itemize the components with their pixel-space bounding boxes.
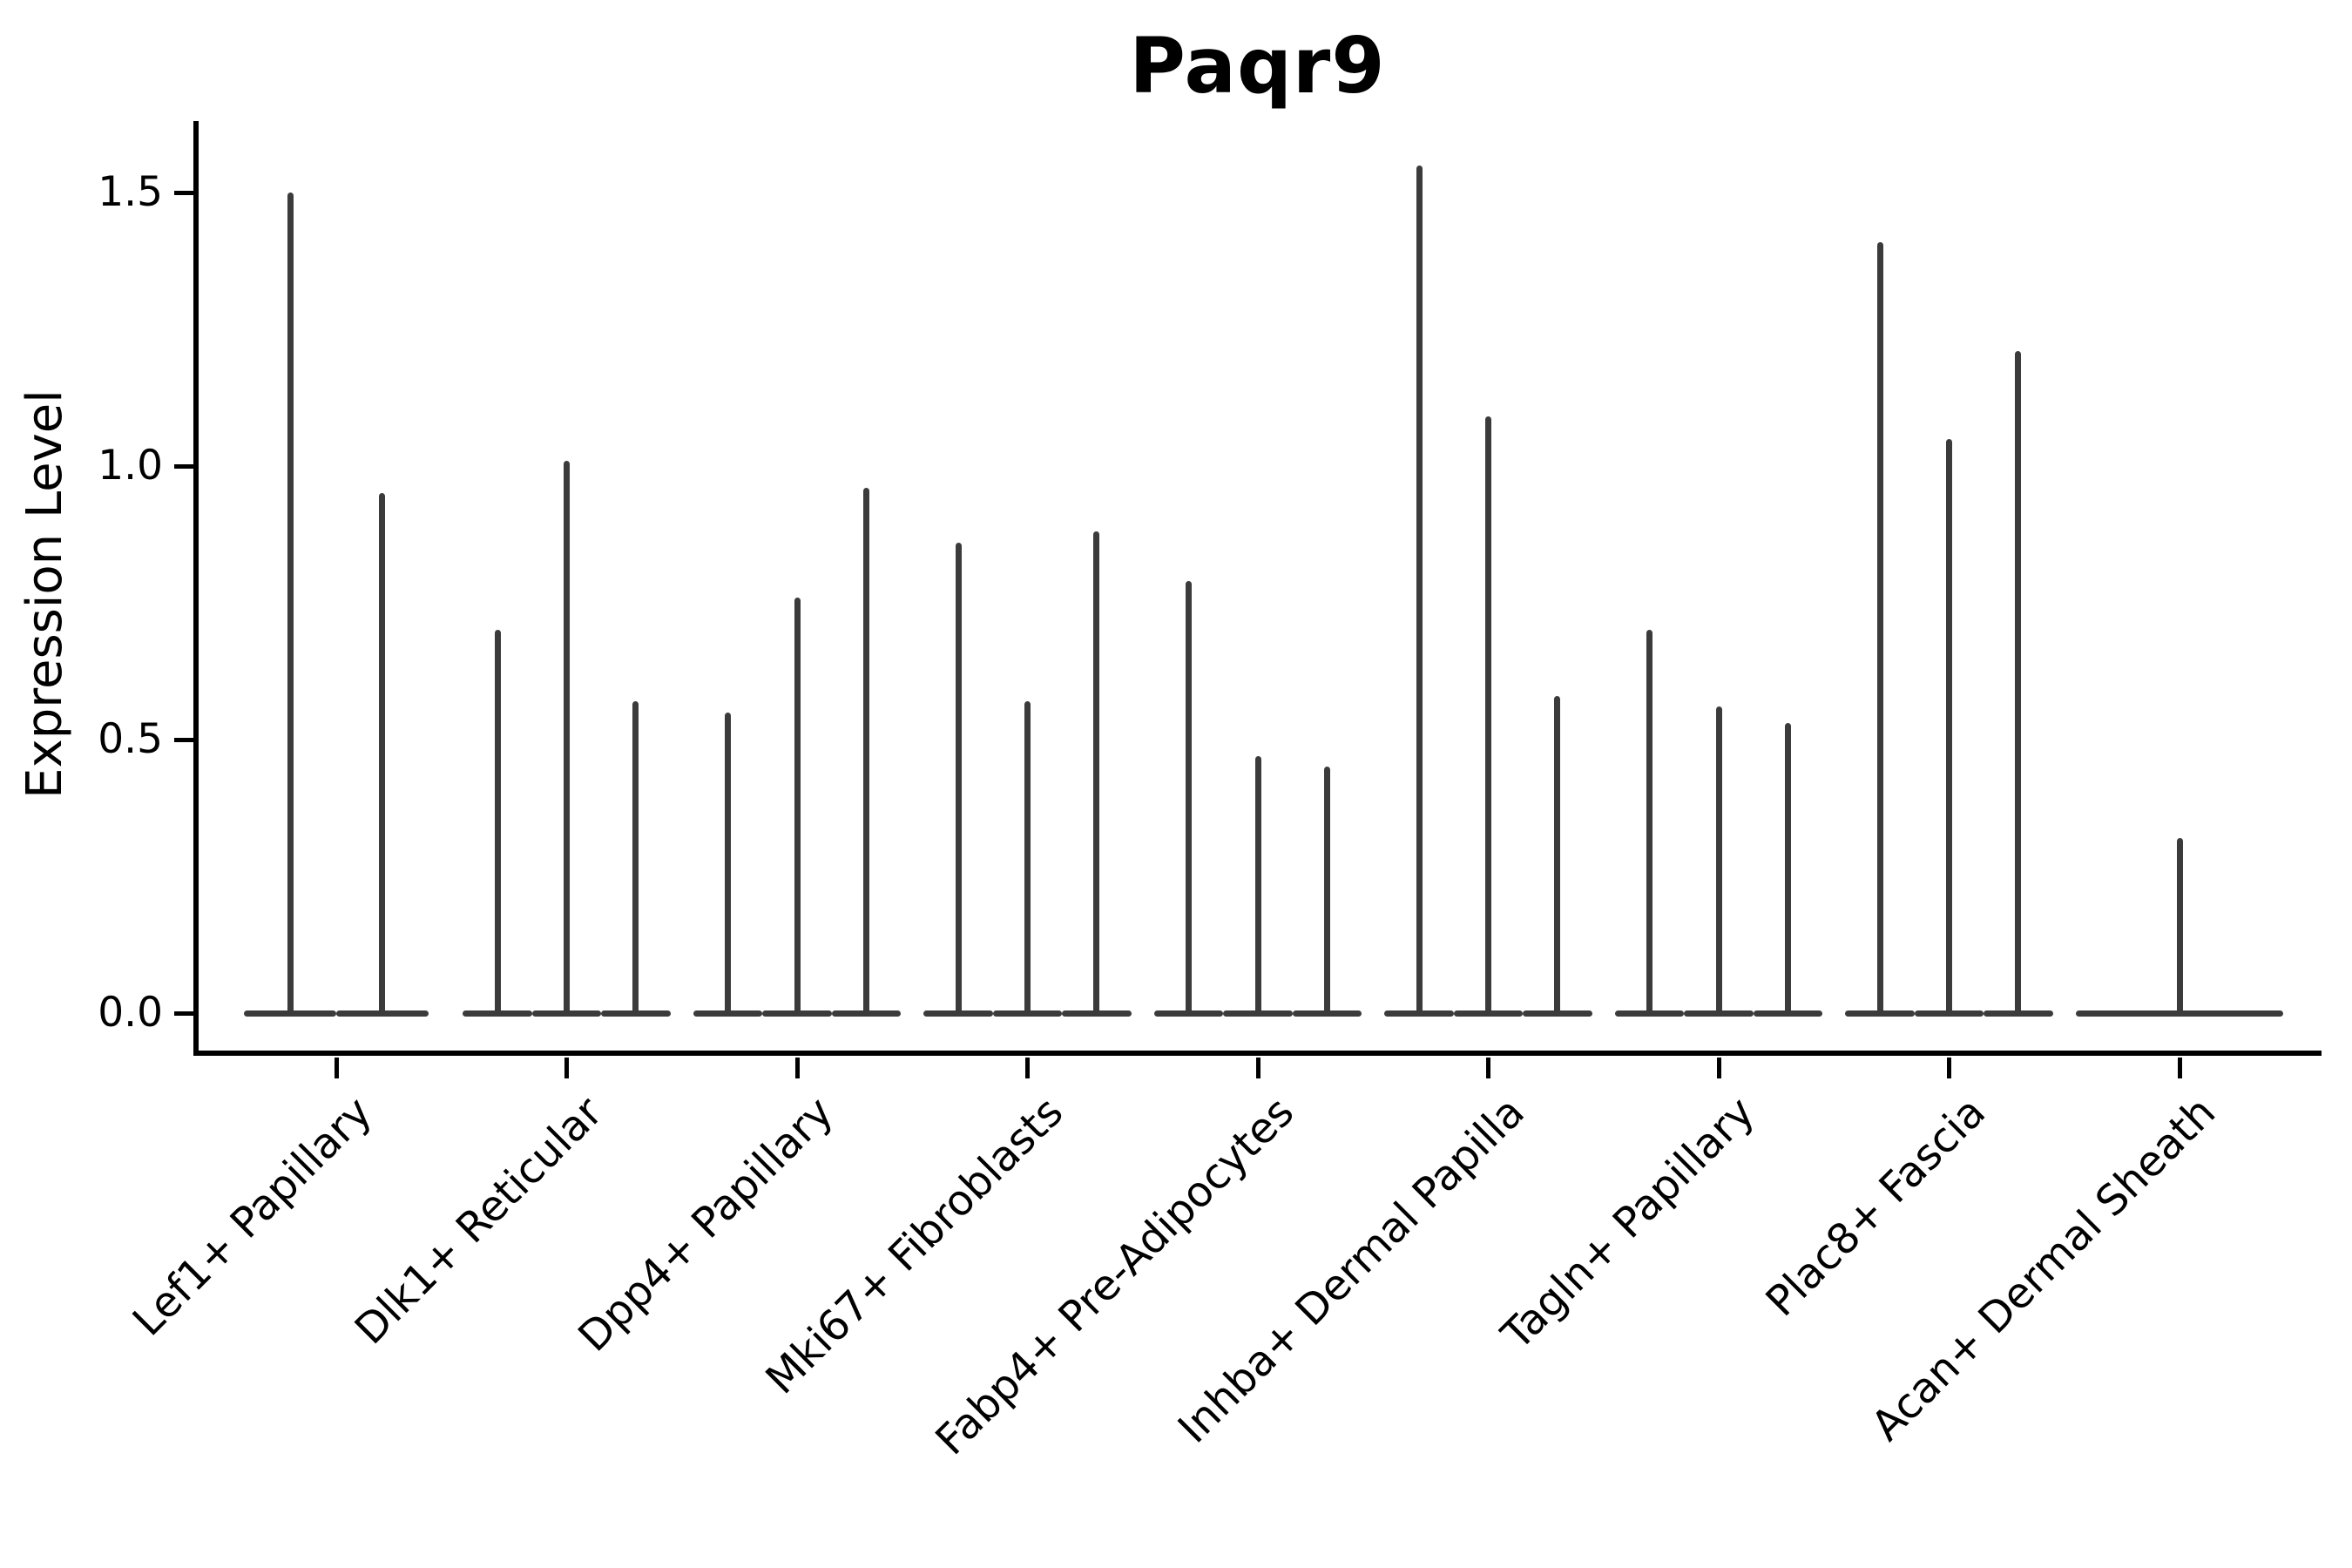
violin-spike: [379, 493, 386, 1016]
violin-spike: [1876, 241, 1883, 1016]
y-tick-label: 0.0: [98, 989, 163, 1037]
chart-title: Paqr9: [1129, 21, 1386, 111]
violin-spike: [1186, 580, 1193, 1016]
violin-spike: [1554, 695, 1561, 1016]
x-tick-mark: [2177, 1058, 2182, 1078]
x-tick-mark: [564, 1058, 569, 1078]
violin-spike: [794, 597, 801, 1016]
x-tick-mark: [1255, 1058, 1260, 1078]
violin-spike: [1485, 416, 1491, 1016]
violin-spike: [287, 193, 294, 1016]
y-axis-spine: [193, 121, 199, 1056]
x-tick-label: Dlk1+ Reticular: [346, 1087, 612, 1355]
x-tick-mark: [794, 1058, 800, 1078]
x-tick-label: Plac8+ Fascia: [1756, 1087, 1995, 1327]
violin-spike: [1093, 531, 1100, 1016]
x-tick-mark: [1947, 1058, 1951, 1078]
x-tick-label: Tagln+ Papillary: [1492, 1087, 1765, 1360]
y-tick-mark: [174, 190, 193, 195]
violin-spike: [1784, 723, 1791, 1016]
violin-spike: [1024, 701, 1031, 1016]
y-tick-label: 1.0: [98, 442, 163, 490]
violin-spike: [2176, 838, 2183, 1016]
x-tick-mark: [1486, 1058, 1490, 1078]
x-tick-mark: [1716, 1058, 1721, 1078]
x-tick-mark: [1025, 1058, 1030, 1078]
violin-spike: [862, 488, 869, 1016]
x-axis-spine: [193, 1051, 2322, 1056]
violin-spike: [632, 701, 639, 1016]
violin-spike: [1416, 165, 1423, 1016]
violin-spike: [1946, 438, 1952, 1016]
violin-spike: [1254, 755, 1261, 1016]
violin-spike: [725, 712, 732, 1016]
violin-spike: [1646, 630, 1653, 1016]
violin-spike: [2015, 351, 2022, 1016]
y-tick-label: 0.5: [98, 715, 163, 763]
x-tick-mark: [334, 1058, 339, 1078]
violin-spike: [955, 542, 962, 1016]
violin-spike: [564, 460, 570, 1016]
y-tick-mark: [174, 737, 193, 742]
y-tick-label: 1.5: [98, 168, 163, 216]
y-tick-mark: [174, 1010, 193, 1016]
x-tick-label: Lef1+ Papillary: [124, 1087, 382, 1346]
violin-spike: [1323, 767, 1330, 1016]
y-tick-mark: [174, 463, 193, 469]
violin-spike: [1715, 706, 1722, 1016]
violin-spike: [494, 630, 501, 1016]
x-tick-label: Dpp4+ Papillary: [569, 1087, 843, 1362]
